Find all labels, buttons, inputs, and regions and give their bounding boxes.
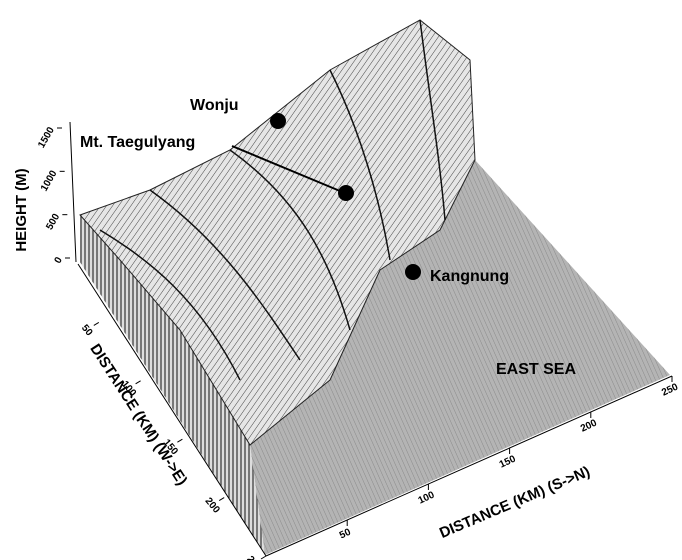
height-axis <box>70 122 76 262</box>
tick-label: 50 <box>338 527 353 542</box>
sn-axis-label: DISTANCE (KM) (S->N) <box>437 463 593 542</box>
tick-label: 1500 <box>36 125 57 150</box>
tick-mark <box>136 381 141 384</box>
tick-label: 1000 <box>39 168 60 193</box>
tick-label: 0 <box>53 255 66 266</box>
tick-label: 200 <box>579 417 599 434</box>
tick-label: 100 <box>417 489 437 506</box>
tick-label: 500 <box>44 212 62 232</box>
sea-label: EAST SEA <box>496 361 576 378</box>
taegulyang-marker <box>338 185 354 201</box>
tick-label: 250 <box>244 554 263 560</box>
wonju-marker <box>270 113 286 129</box>
tick-mark <box>177 439 182 442</box>
terrain-figure: HEIGHT (M) DISTANCE (KM) (W->E) DISTANCE… <box>0 0 682 560</box>
page: {"annotations": {"wonju": "Wonju", "taeg… <box>0 0 682 560</box>
tick-mark <box>94 322 99 325</box>
tick-mark <box>261 556 266 559</box>
tick-label: 200 <box>203 496 222 516</box>
taegulyang-label: Mt. Taegulyang <box>80 134 195 151</box>
tick-label: 50 <box>79 323 95 339</box>
wonju-label: Wonju <box>190 97 239 114</box>
kangnung-marker <box>405 264 421 280</box>
height-axis-label: HEIGHT (M) <box>13 168 30 251</box>
kangnung-label: Kangnung <box>430 268 509 285</box>
tick-label: 150 <box>498 453 518 470</box>
tick-mark <box>219 498 224 501</box>
tick-label: 250 <box>660 381 680 398</box>
